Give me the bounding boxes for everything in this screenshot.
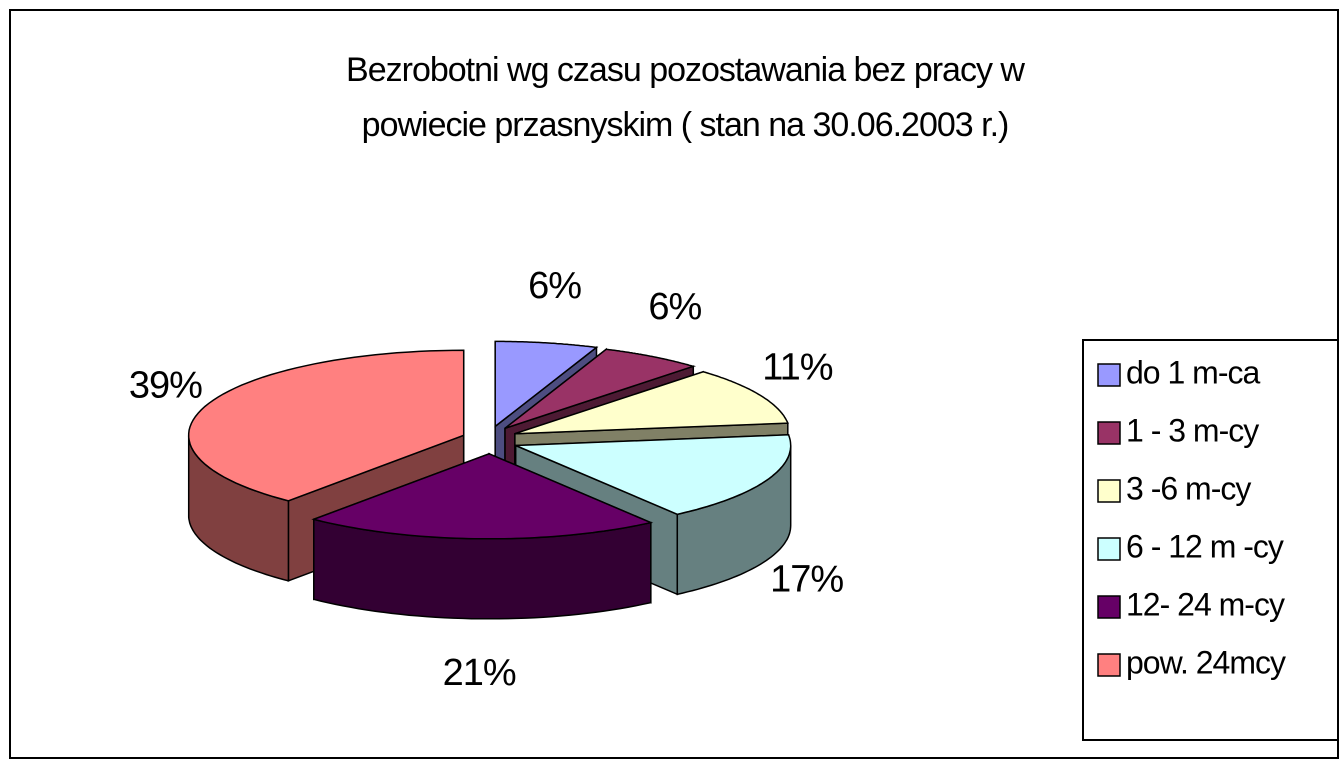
- legend-label: 6 - 12 m -cy: [1126, 528, 1284, 564]
- legend-label: 3 -6 m-cy: [1126, 470, 1251, 506]
- slice-top: [187, 349, 465, 502]
- data-label: 39%: [129, 365, 202, 407]
- legend-label: do 1 m-ca: [1126, 354, 1260, 390]
- slice-top: [514, 371, 789, 435]
- slice-top: [504, 348, 697, 430]
- legend-box: [1082, 339, 1339, 741]
- slice-top: [311, 452, 654, 540]
- chart-title: powiecie przasnyskim ( stan na 30.06.200…: [362, 106, 1009, 144]
- legend-swatch: [1097, 363, 1121, 387]
- data-label: 6%: [648, 286, 701, 328]
- legend-label: 1 - 3 m-cy: [1126, 412, 1259, 448]
- chart-title: Bezrobotni wg czasu pozostawania bez pra…: [346, 51, 1025, 89]
- legend-swatch: [1097, 653, 1121, 677]
- legend-swatch: [1097, 421, 1121, 445]
- slice-top: [494, 340, 599, 428]
- legend-label: 12- 24 m-cy: [1126, 586, 1285, 622]
- data-label: 11%: [762, 347, 832, 389]
- data-label: 21%: [443, 652, 516, 694]
- slice-top: [515, 434, 792, 516]
- data-label: 17%: [770, 559, 843, 601]
- legend-swatch: [1097, 479, 1121, 503]
- legend-swatch: [1097, 595, 1121, 619]
- data-label: 6%: [528, 265, 581, 307]
- legend-swatch: [1097, 537, 1121, 561]
- pie-slice: [311, 452, 654, 620]
- legend-label: pow. 24mcy: [1126, 644, 1286, 680]
